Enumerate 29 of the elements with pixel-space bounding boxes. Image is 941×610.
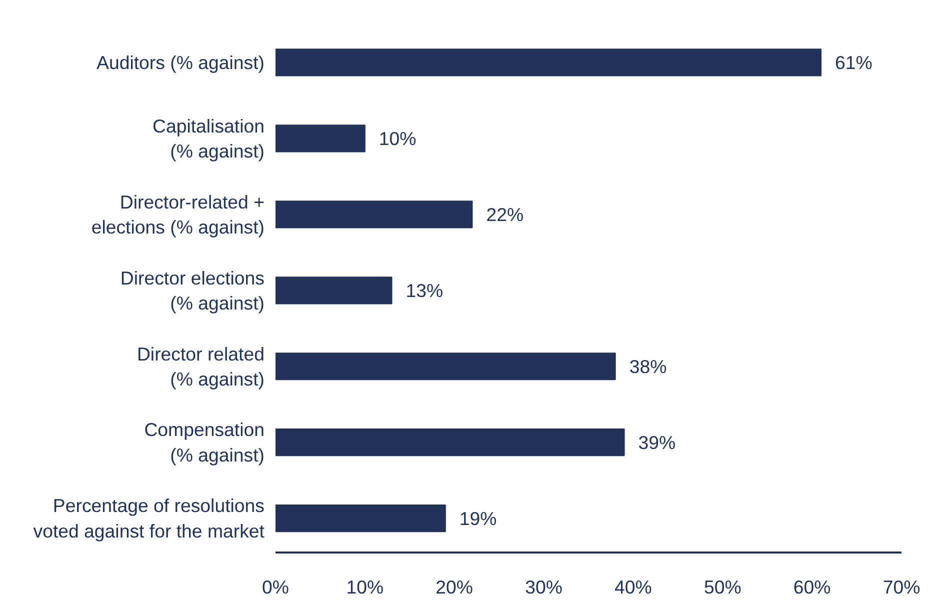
bar xyxy=(276,124,366,152)
x-tick-label: 20% xyxy=(436,576,474,598)
data-label: 61% xyxy=(835,52,872,73)
y-tick-label: Auditors (% against) xyxy=(96,52,265,73)
bar xyxy=(276,504,446,532)
bar xyxy=(276,352,616,380)
x-tick-label: 50% xyxy=(704,576,742,598)
y-tick-label: Director-related + elections (% against) xyxy=(91,191,264,238)
x-tick-label: 10% xyxy=(346,576,384,598)
bar xyxy=(276,428,625,456)
bar xyxy=(276,48,822,76)
data-label: 38% xyxy=(629,356,667,377)
y-tick-label: Capitalisation (% against) xyxy=(152,115,265,162)
bar xyxy=(276,200,473,228)
y-tick-label: Director elections (% against) xyxy=(120,267,265,314)
bar xyxy=(276,276,392,304)
y-tick-label: Percentage of resolutions voted against for the market xyxy=(33,495,266,542)
data-label: 39% xyxy=(638,432,676,453)
data-label: 10% xyxy=(378,128,416,149)
data-label: 13% xyxy=(406,280,444,301)
x-tick-label: 70% xyxy=(882,576,920,598)
data-label: 19% xyxy=(459,508,497,529)
x-tick-label: 30% xyxy=(525,576,562,598)
x-tick-label: 0% xyxy=(262,576,289,598)
x-tick-label: 60% xyxy=(793,576,831,598)
x-tick-label: 40% xyxy=(614,576,652,598)
y-tick-label: Compensation (% against) xyxy=(144,419,265,466)
data-label: 22% xyxy=(486,204,524,225)
y-tick-label: Director related (% against) xyxy=(136,343,265,390)
